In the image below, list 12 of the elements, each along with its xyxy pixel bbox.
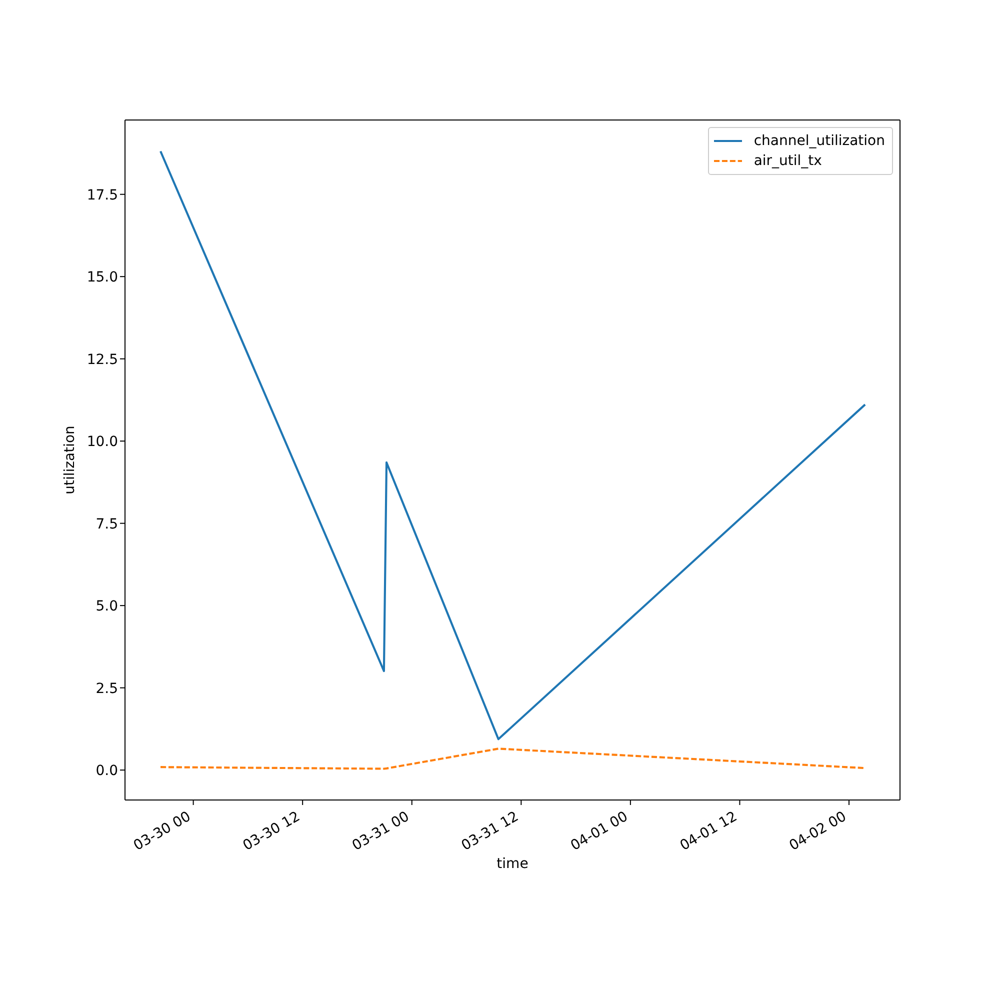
y-tick-label: 12.5 <box>86 352 118 368</box>
legend-label: channel_utilization <box>754 133 885 149</box>
y-tick-label: 7.5 <box>96 516 118 532</box>
y-tick-label: 2.5 <box>96 680 118 697</box>
x-axis-title: time <box>496 856 528 872</box>
y-tick-label: 15.0 <box>86 270 118 286</box>
y-tick-label: 5.0 <box>96 598 118 615</box>
y-tick-label: 17.5 <box>86 187 118 204</box>
y-tick-label: 0.0 <box>96 763 118 780</box>
legend-label: air_util_tx <box>754 153 822 169</box>
y-axis-title: utilization <box>62 426 78 494</box>
y-tick-label: 10.0 <box>86 434 118 450</box>
